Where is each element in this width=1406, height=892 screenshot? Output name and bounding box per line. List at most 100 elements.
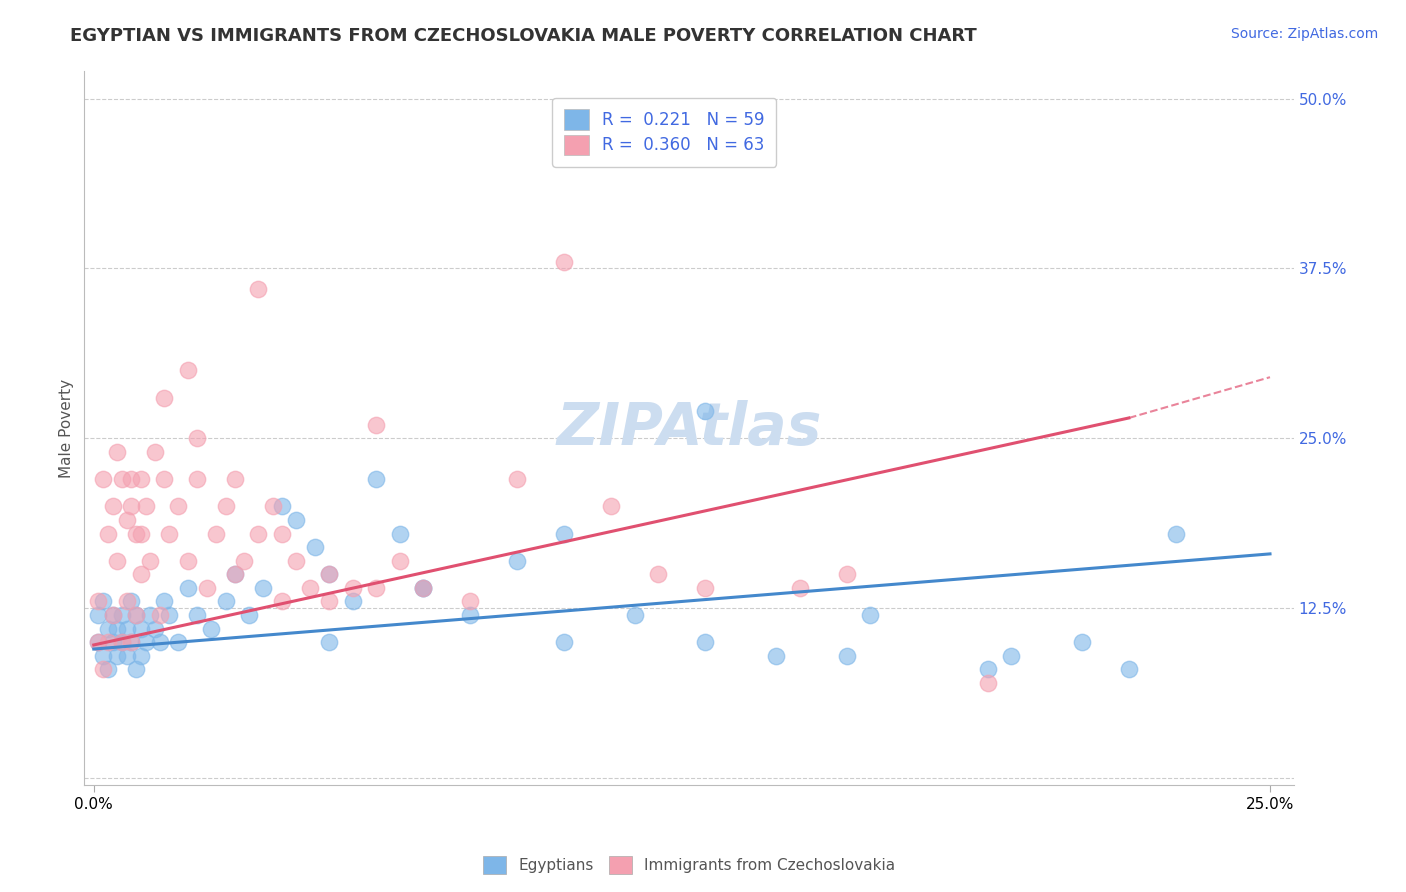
Point <box>105 648 128 663</box>
Point <box>111 635 134 649</box>
Point <box>139 554 162 568</box>
Point <box>129 526 152 541</box>
Point <box>111 635 134 649</box>
Point <box>125 526 148 541</box>
Point <box>186 608 208 623</box>
Point <box>177 581 200 595</box>
Point <box>364 472 387 486</box>
Point <box>153 594 176 608</box>
Point <box>111 472 134 486</box>
Point <box>120 472 142 486</box>
Point <box>388 554 411 568</box>
Point <box>835 567 858 582</box>
Point <box>647 567 669 582</box>
Point <box>271 594 294 608</box>
Point <box>157 608 180 623</box>
Point <box>101 635 124 649</box>
Point <box>91 648 114 663</box>
Point <box>153 472 176 486</box>
Point <box>125 608 148 623</box>
Point <box>120 594 142 608</box>
Point <box>97 622 120 636</box>
Point <box>1118 662 1140 676</box>
Point <box>976 676 998 690</box>
Point <box>318 567 340 582</box>
Point <box>129 622 152 636</box>
Point <box>111 608 134 623</box>
Point <box>186 472 208 486</box>
Point <box>224 472 246 486</box>
Point <box>224 567 246 582</box>
Point <box>87 635 110 649</box>
Point <box>553 254 575 268</box>
Point <box>125 662 148 676</box>
Point <box>97 526 120 541</box>
Point <box>149 635 172 649</box>
Point <box>115 513 138 527</box>
Point <box>167 500 190 514</box>
Point <box>600 500 623 514</box>
Point <box>412 581 434 595</box>
Point <box>143 445 166 459</box>
Point <box>153 391 176 405</box>
Point <box>105 622 128 636</box>
Point <box>214 500 236 514</box>
Point <box>139 608 162 623</box>
Point <box>167 635 190 649</box>
Point <box>97 635 120 649</box>
Point <box>129 648 152 663</box>
Point <box>120 635 142 649</box>
Point <box>304 540 326 554</box>
Point <box>129 567 152 582</box>
Point <box>412 581 434 595</box>
Point <box>252 581 274 595</box>
Point <box>115 648 138 663</box>
Point <box>285 554 308 568</box>
Point <box>271 526 294 541</box>
Point <box>318 635 340 649</box>
Point <box>318 567 340 582</box>
Point <box>135 635 157 649</box>
Point <box>695 404 717 418</box>
Point <box>299 581 322 595</box>
Point <box>765 648 787 663</box>
Point <box>120 500 142 514</box>
Point <box>101 500 124 514</box>
Text: Source: ZipAtlas.com: Source: ZipAtlas.com <box>1230 27 1378 41</box>
Point <box>214 594 236 608</box>
Point <box>458 608 481 623</box>
Text: ZIPAtlas: ZIPAtlas <box>557 400 821 457</box>
Point <box>143 622 166 636</box>
Point <box>224 567 246 582</box>
Point <box>238 608 260 623</box>
Point <box>506 472 529 486</box>
Point <box>115 594 138 608</box>
Point <box>247 282 270 296</box>
Legend: Egyptians, Immigrants from Czechoslovakia: Egyptians, Immigrants from Czechoslovaki… <box>477 850 901 880</box>
Point <box>186 431 208 445</box>
Point <box>1000 648 1022 663</box>
Point <box>859 608 882 623</box>
Point <box>342 581 364 595</box>
Point <box>101 608 124 623</box>
Text: EGYPTIAN VS IMMIGRANTS FROM CZECHOSLOVAKIA MALE POVERTY CORRELATION CHART: EGYPTIAN VS IMMIGRANTS FROM CZECHOSLOVAK… <box>70 27 977 45</box>
Point <box>91 662 114 676</box>
Point <box>105 445 128 459</box>
Point <box>553 526 575 541</box>
Point <box>91 594 114 608</box>
Point <box>247 526 270 541</box>
Point <box>200 622 222 636</box>
Point <box>125 608 148 623</box>
Point <box>506 554 529 568</box>
Point <box>91 472 114 486</box>
Point <box>149 608 172 623</box>
Point <box>976 662 998 676</box>
Point <box>1070 635 1092 649</box>
Point <box>262 500 284 514</box>
Point <box>624 608 647 623</box>
Point <box>285 513 308 527</box>
Point <box>135 500 157 514</box>
Point <box>388 526 411 541</box>
Point <box>105 554 128 568</box>
Point <box>695 635 717 649</box>
